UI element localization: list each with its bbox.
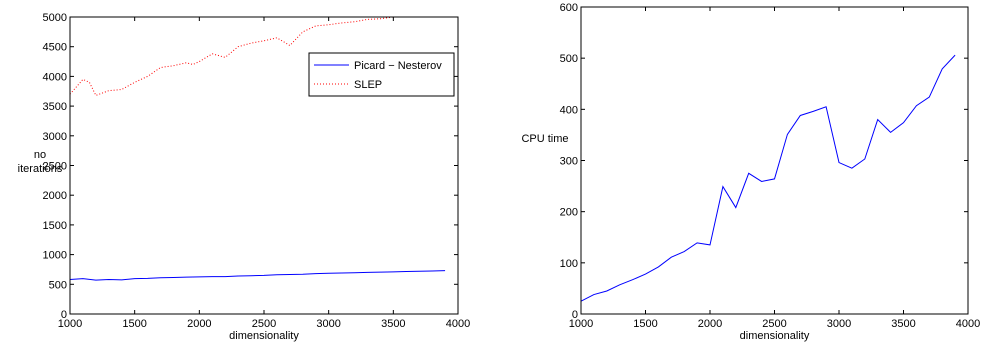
x-tick-label: 3500	[381, 318, 405, 330]
legend-label: SLEP	[354, 79, 382, 91]
y-tick-label: 0	[572, 309, 578, 321]
series-line-1	[580, 54, 956, 302]
y-tick-label: 3500	[43, 101, 67, 113]
axes-box	[580, 6, 969, 315]
y-tick-label: 4500	[43, 42, 67, 54]
y-tick-label: 3000	[43, 131, 67, 143]
y-tick-label: 2500	[43, 161, 67, 173]
x-tick-label: 1500	[122, 318, 146, 330]
chart-1: 1000 1500 2000 2500 3000 3500 4000 0 500 1000 1500…	[18, 12, 471, 342]
x-tick-label: 4000	[446, 318, 470, 330]
legend: Picard − Nesterov SLEP	[308, 52, 455, 97]
y-tick-label: 2000	[43, 190, 67, 202]
y-tick-label: 1500	[43, 220, 67, 232]
x-tick-label: 2000	[698, 318, 722, 330]
x-tick-label: 4000	[956, 318, 980, 330]
y-axis-label: no	[34, 149, 46, 161]
y-tick-label: 4000	[43, 71, 67, 83]
legend-box	[308, 52, 455, 97]
y-tick-label: 1000	[43, 250, 67, 262]
y-tick-label: 200	[560, 207, 578, 219]
data-point	[288, 44, 291, 47]
x-tick-label: 2500	[762, 318, 786, 330]
y-tick-label: 100	[560, 258, 578, 270]
y-tick-label: 300	[560, 156, 578, 168]
x-tick-label: 1000	[569, 318, 593, 330]
y-tick-label: 500	[49, 279, 67, 291]
x-axis-label: dimensionality	[740, 330, 810, 342]
series-line-2	[69, 16, 446, 97]
x-tick-label: 3500	[891, 318, 915, 330]
y-axis-label: iterations	[18, 163, 63, 175]
y-tick-label: 5000	[43, 12, 67, 24]
y-tick-label: 0	[61, 309, 67, 321]
x-tick-label: 3000	[316, 318, 340, 330]
x-tick-label: 1000	[58, 318, 82, 330]
y-tick-label: 600	[560, 2, 578, 14]
y-axis-label: CPU time	[521, 133, 568, 145]
series-line-1	[69, 270, 446, 281]
y-tick-label: 500	[560, 53, 578, 65]
y-tick-label: 400	[560, 104, 578, 116]
x-tick-label: 1500	[633, 318, 657, 330]
x-tick-label: 2500	[252, 318, 276, 330]
x-tick-label: 3000	[827, 318, 851, 330]
x-tick-label: 2000	[187, 318, 211, 330]
x-axis-label: dimensionality	[229, 330, 299, 342]
legend-label: Picard − Nesterov	[354, 60, 442, 72]
chart-2: 1000 1500 2000 2500 3000 3500 4000 0 100 200 300 40…	[521, 2, 980, 342]
